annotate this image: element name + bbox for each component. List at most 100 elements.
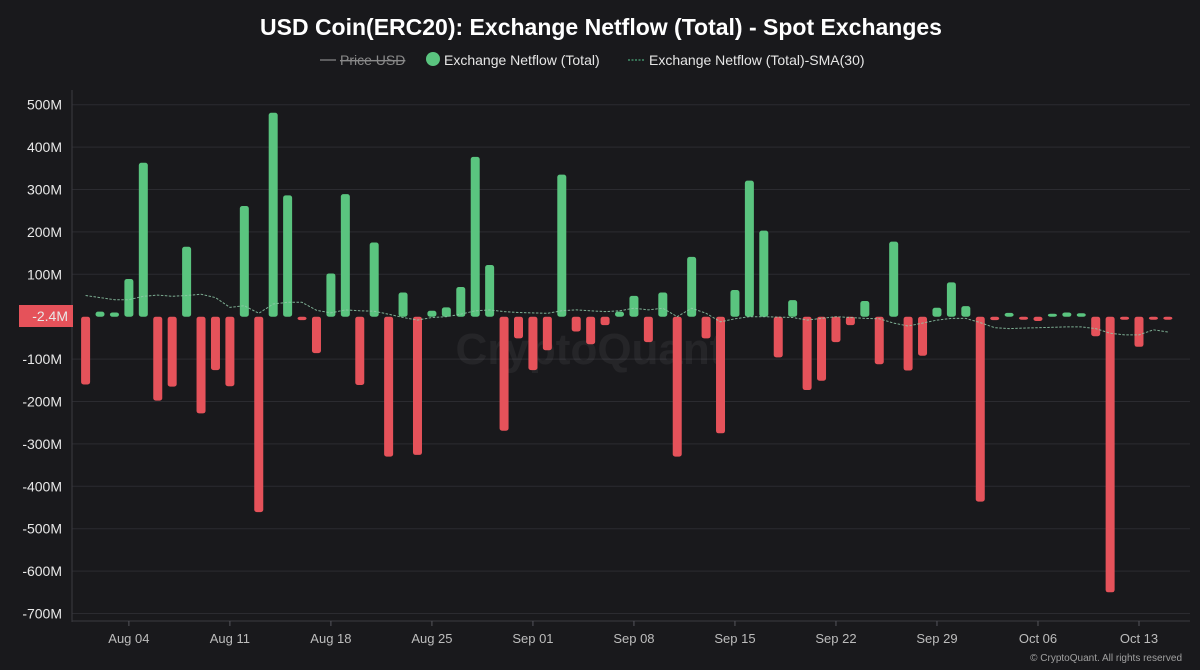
outflow-bar <box>153 316 163 401</box>
inflow-bar <box>485 264 495 317</box>
outflow-bar <box>254 316 264 513</box>
x-tick-label: Sep 22 <box>815 631 856 646</box>
x-tick-label: Aug 11 <box>210 631 250 646</box>
outflow-bar <box>1033 316 1043 321</box>
legend-label-sma: Exchange Netflow (Total)-SMA(30) <box>649 52 865 68</box>
outflow-bar <box>499 316 509 431</box>
y-tick-label: -400M <box>22 478 62 494</box>
current-value-badge: -2.4M <box>19 305 73 327</box>
legend-dot-icon <box>426 52 440 66</box>
y-tick-label: 400M <box>27 139 62 155</box>
x-axis-ticks: Aug 04 Aug 11 Aug 18 Aug 25 Sep 01 Sep 08 Sep … <box>108 621 1158 646</box>
outflow-bar <box>542 316 552 351</box>
inflow-bar <box>557 174 567 317</box>
outflow-bar <box>990 316 1000 321</box>
inflow-bar <box>788 300 798 317</box>
x-tick-label: Sep 15 <box>714 631 755 646</box>
x-tick-label: Oct 13 <box>1120 631 1158 646</box>
y-tick-label: -500M <box>22 521 62 537</box>
y-axis-ticks: 500M 400M 300M 200M 100M -100M -200M -300M -400M… <box>22 97 62 622</box>
inflow-bar <box>759 230 769 317</box>
outflow-bar <box>1148 316 1158 320</box>
outflow-bar <box>672 316 682 457</box>
chart-title: USD Coin(ERC20): Exchange Netflow (Total… <box>260 14 942 40</box>
inflow-bar <box>730 289 740 317</box>
inflow-bar <box>744 180 754 317</box>
inflow-bar <box>124 278 134 317</box>
outflow-bar <box>845 316 855 326</box>
legend-item-price-usd[interactable]: Price USD <box>320 52 405 68</box>
outflow-bar <box>1134 316 1144 347</box>
legend-item-netflow[interactable]: Exchange Netflow (Total) <box>426 52 600 68</box>
inflow-bar <box>961 306 971 317</box>
inflow-bar <box>860 301 870 317</box>
inflow-bar <box>268 112 278 317</box>
y-tick-label: -300M <box>22 436 62 452</box>
outflow-bar <box>167 316 177 387</box>
x-tick-label: Sep 29 <box>916 631 957 646</box>
outflow-bar <box>384 316 394 457</box>
y-tick-label: 100M <box>27 266 62 282</box>
inflow-bar <box>1076 313 1086 317</box>
outflow-bar <box>918 316 928 356</box>
inflow-bar <box>326 273 336 317</box>
outflow-bar <box>600 316 610 326</box>
outflow-bar <box>1091 316 1101 337</box>
inflow-bar <box>470 156 480 317</box>
inflow-bar <box>1062 312 1072 317</box>
outflow-bar <box>831 316 841 343</box>
inflow-bar <box>687 256 697 317</box>
inflow-bar <box>629 295 639 317</box>
inflow-bar <box>109 312 119 317</box>
y-tick-label: -700M <box>22 606 62 622</box>
inflow-bar <box>615 311 625 317</box>
outflow-bar <box>802 316 812 391</box>
inflow-bar <box>340 194 350 317</box>
outflow-bar <box>1019 316 1029 320</box>
outflow-bar <box>643 316 653 343</box>
inflow-bar <box>658 292 668 317</box>
outflow-bar <box>210 316 220 371</box>
inflow-bar <box>889 241 899 317</box>
legend: Price USD Exchange Netflow (Total) Excha… <box>320 52 865 68</box>
inflow-bar <box>398 292 408 317</box>
outflow-bar <box>817 316 827 381</box>
outflow-bar <box>311 316 321 354</box>
x-tick-label: Oct 06 <box>1019 631 1057 646</box>
inflow-bar <box>283 195 293 317</box>
outflow-bar <box>1163 316 1173 320</box>
y-tick-label: 500M <box>27 97 62 113</box>
inflow-bar <box>441 307 451 317</box>
legend-label-netflow: Exchange Netflow (Total) <box>444 52 600 68</box>
y-tick-label: 300M <box>27 182 62 198</box>
outflow-bar <box>1105 316 1115 593</box>
x-tick-label: Sep 01 <box>512 631 553 646</box>
inflow-bar <box>95 311 105 317</box>
x-tick-label: Aug 18 <box>310 631 351 646</box>
outflow-bar <box>701 316 711 339</box>
inflow-bar <box>239 206 249 317</box>
legend-item-sma[interactable]: Exchange Netflow (Total)-SMA(30) <box>628 52 865 68</box>
inflow-bar <box>932 307 942 317</box>
outflow-bar <box>874 316 884 365</box>
netflow-bars <box>81 112 1173 593</box>
inflow-bar <box>427 310 437 317</box>
outflow-bar <box>514 316 523 339</box>
inflow-bar <box>369 242 379 317</box>
outflow-bar <box>81 316 91 385</box>
outflow-bar <box>586 316 596 345</box>
y-tick-label: -200M <box>22 394 62 410</box>
x-tick-label: Sep 08 <box>613 631 654 646</box>
outflow-bar <box>1120 316 1130 320</box>
outflow-bar <box>297 316 307 321</box>
outflow-bar <box>571 316 581 332</box>
outflow-bar <box>773 316 783 358</box>
y-tick-label: 200M <box>27 224 62 240</box>
inflow-bar <box>456 287 466 317</box>
outflow-bar <box>412 316 422 455</box>
y-tick-label: -600M <box>22 563 62 579</box>
inflow-bar <box>1047 313 1057 317</box>
outflow-bar <box>528 316 538 371</box>
x-tick-label: Aug 04 <box>108 631 149 646</box>
